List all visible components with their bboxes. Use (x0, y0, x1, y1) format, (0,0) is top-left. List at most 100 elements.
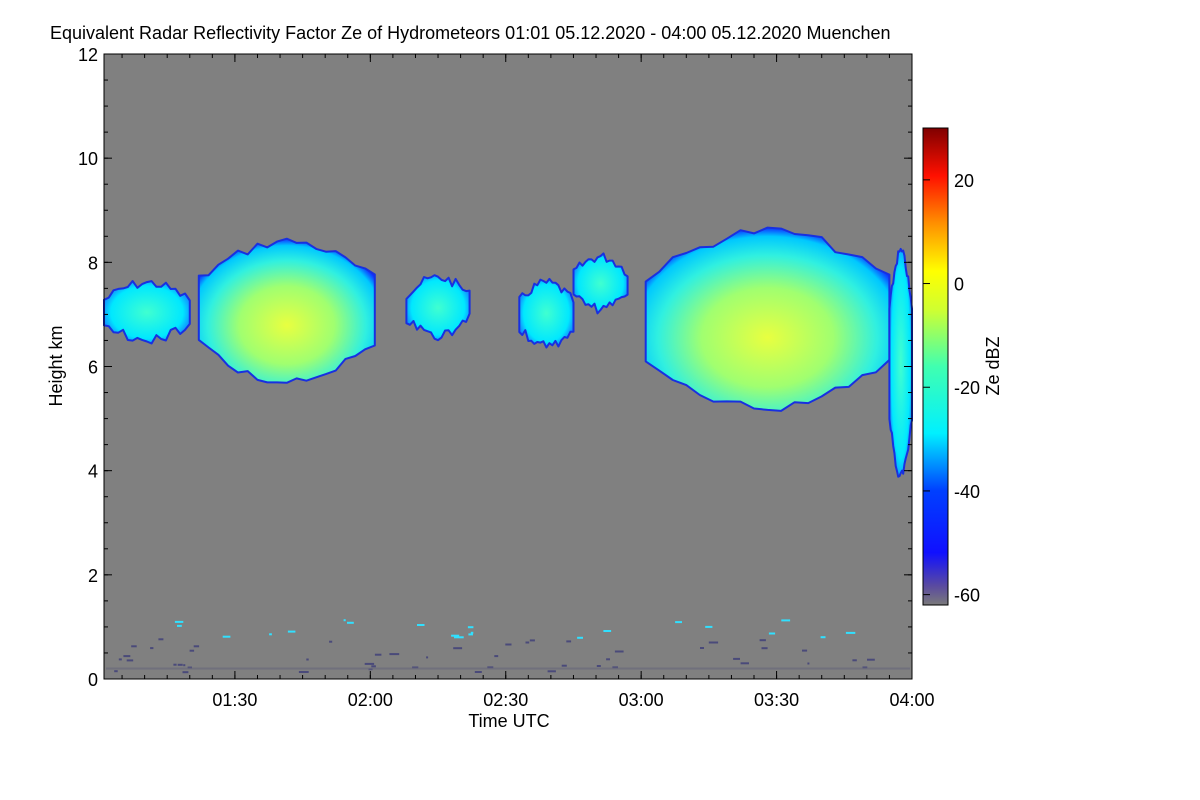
clutter-speck (612, 666, 618, 669)
clutter-speck (417, 624, 425, 626)
clutter-speck (759, 639, 766, 642)
x-tick-label: 04:00 (889, 690, 934, 710)
clutter-speck (852, 659, 857, 662)
clutter-speck (222, 635, 231, 638)
x-tick-label: 01:30 (212, 690, 257, 710)
y-axis: 0 2 4 6 8 10 12 (78, 45, 912, 690)
clutter-speck (412, 666, 419, 669)
clutter-speck (768, 632, 776, 635)
x-tick-label: 03:30 (754, 690, 799, 710)
clutter-speck (306, 658, 309, 661)
clutter-speck (158, 638, 164, 641)
clutter-speck (123, 655, 131, 658)
clutter-speck (131, 645, 137, 648)
clutter-speck (118, 658, 122, 661)
colorbar-tick-label: -20 (954, 378, 980, 398)
clutter-speck (675, 621, 682, 624)
colorbar-ticks: 20 0 -20 -40 -60 (923, 171, 980, 606)
x-tick-label: 03:00 (619, 690, 664, 710)
clutter-speck (287, 630, 296, 633)
clutter-speck (561, 664, 567, 667)
x-axis-label: Time UTC (468, 711, 549, 731)
clutter-speck (614, 650, 624, 653)
clutter-speck (708, 641, 719, 644)
x-axis: 01:30 02:00 02:30 03:00 03:30 04:00 (121, 54, 935, 710)
clutter-speck (371, 665, 376, 668)
clutter-speck (269, 633, 272, 636)
clutter-speck (547, 670, 556, 673)
y-tick-label: 8 (88, 253, 98, 273)
clutter-speck (505, 643, 512, 646)
clutter-speck (529, 639, 535, 642)
y-tick-label: 2 (88, 566, 98, 586)
clutter-speck (193, 645, 200, 648)
colorbar-tick-label: 0 (954, 275, 964, 295)
colorbar (922, 127, 949, 606)
clutter-speck (150, 647, 154, 650)
cloud-region (405, 274, 471, 342)
clutter-speck (740, 662, 749, 665)
colorbar-label: Ze dBZ (983, 336, 1003, 395)
surface-clutter (106, 619, 910, 674)
cloud-region (197, 237, 376, 384)
y-tick-label: 10 (78, 149, 98, 169)
colorbar-tick-label: -40 (954, 482, 980, 502)
y-tick-label: 4 (88, 462, 98, 482)
clutter-speck (467, 626, 474, 629)
clutter-speck (329, 640, 333, 643)
clutter-speck (577, 636, 583, 639)
clutter-speck (364, 662, 375, 665)
clutter-speck (183, 664, 186, 667)
clutter-speck (606, 658, 610, 661)
clutter-speck (189, 649, 195, 652)
y-tick-label: 12 (78, 45, 98, 65)
x-tick-label: 02:00 (348, 690, 393, 710)
chart-title: Equivalent Radar Reflectivity Factor Ze … (50, 23, 891, 43)
clutter-speck (494, 655, 499, 658)
clutter-speck (451, 634, 460, 637)
clutter-speck (177, 663, 183, 666)
clutter-speck (487, 666, 494, 669)
clutter-speck (343, 619, 346, 622)
clutter-speck (468, 633, 473, 636)
colorbar-tick-label: -60 (954, 586, 980, 606)
clutter-speck (347, 621, 354, 624)
cloud-region (103, 280, 191, 345)
clutter-speck (474, 671, 482, 673)
x-tick-label: 02:30 (483, 690, 528, 710)
clutter-speck (114, 670, 118, 673)
clutter-speck (781, 619, 791, 622)
clutter-speck (454, 636, 464, 639)
y-axis-label: Height km (46, 325, 66, 406)
clutter-speck (426, 656, 429, 659)
colorbar-tick-label: 20 (954, 171, 974, 191)
clutter-speck (453, 647, 463, 650)
cloud-region (518, 277, 575, 349)
cloud-region (644, 226, 891, 412)
clutter-speck (173, 663, 177, 666)
cloud-region (888, 247, 913, 478)
clutter-speck (802, 649, 808, 652)
cloud-region (572, 252, 629, 315)
clutter-speck (867, 658, 875, 661)
clutter-speck (820, 636, 826, 639)
clutter-speck (700, 647, 704, 649)
y-tick-label: 0 (88, 670, 98, 690)
clutter-speck (603, 630, 612, 632)
clutter-speck (470, 631, 474, 634)
y-tick-label: 6 (88, 358, 98, 378)
clutter-speck (596, 665, 601, 667)
clutter-speck (705, 625, 713, 628)
clutter-speck (298, 671, 309, 673)
clutter-speck (389, 653, 400, 656)
cloud-regions (103, 226, 913, 478)
clutter-speck (126, 659, 134, 662)
clutter-speck (845, 631, 856, 634)
clutter-speck (807, 662, 810, 665)
clutter-speck (761, 647, 768, 650)
clutter-speck (566, 640, 572, 643)
clutter-speck (174, 620, 184, 623)
clutter-speck (374, 653, 382, 656)
clutter-speck (525, 641, 530, 644)
